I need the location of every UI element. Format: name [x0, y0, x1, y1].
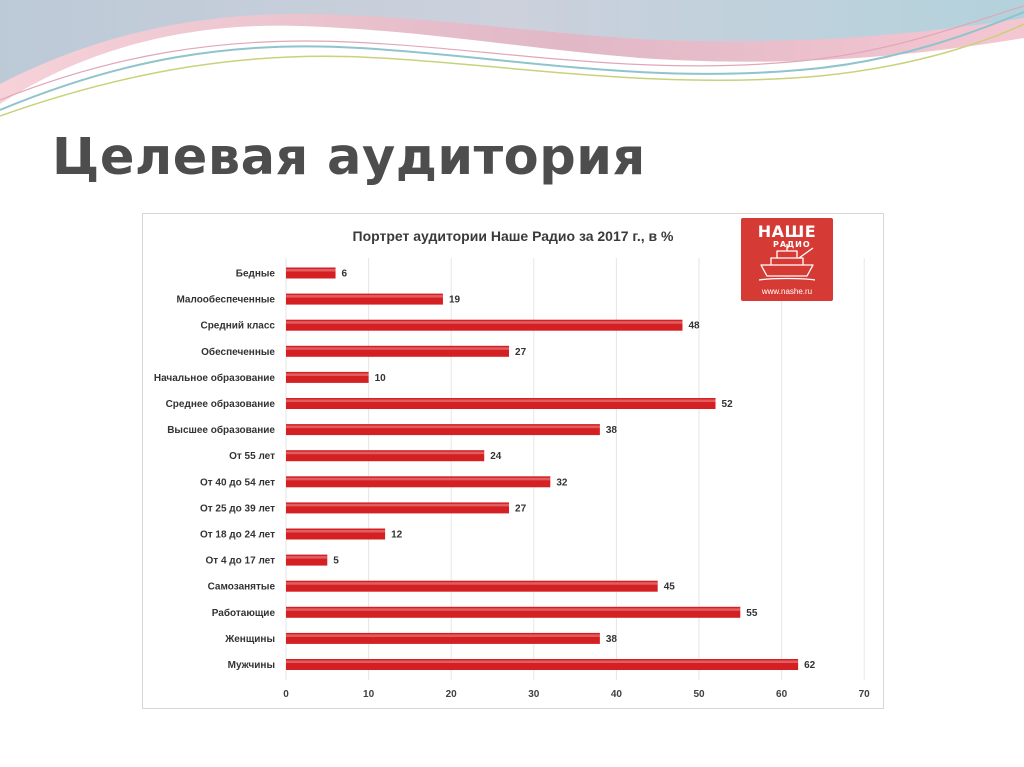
bar-highlight	[286, 556, 328, 559]
data-label: 38	[606, 634, 618, 645]
bar	[286, 632, 600, 644]
bar	[286, 502, 510, 514]
bar	[286, 606, 741, 618]
decorative-wave-header	[0, 0, 1024, 117]
chart-title: Портрет аудитории Наше Радио за 2017 г.,…	[353, 228, 675, 244]
bar-highlight	[286, 582, 658, 585]
data-label: 32	[556, 477, 568, 488]
bars	[286, 267, 799, 670]
x-tick-label: 30	[528, 689, 540, 700]
bar	[286, 267, 336, 279]
category-label: От 4 до 17 лет	[206, 556, 276, 567]
x-tick-label: 50	[693, 689, 705, 700]
bar-highlight	[286, 451, 485, 455]
data-label: 10	[375, 373, 387, 384]
data-label: 5	[333, 556, 339, 567]
bar-highlight	[286, 477, 551, 481]
data-label: 6	[342, 269, 348, 280]
data-label: 38	[606, 425, 618, 436]
category-labels: Бедные Малообеспеченные Средний класс Обесп…	[154, 269, 276, 672]
bar	[286, 476, 551, 488]
bar	[286, 345, 510, 357]
bar-highlight	[286, 347, 510, 350]
category-label: Работающие	[212, 607, 276, 619]
logo-wordmark: НАШЕ	[757, 222, 817, 241]
bar-highlight	[286, 269, 336, 272]
x-tick-label: 70	[859, 689, 871, 700]
category-label: От 55 лет	[229, 451, 275, 462]
slide-title: Целевая аудитория	[52, 128, 646, 187]
x-tick-label: 60	[776, 689, 788, 700]
bar	[286, 659, 799, 670]
bar	[286, 528, 386, 540]
bar-highlight	[286, 373, 369, 376]
data-label: 24	[490, 451, 502, 462]
x-tick-labels: 0 10 20 30 40 50 60 70	[283, 689, 870, 700]
data-label: 45	[664, 582, 676, 593]
chart-panel: Портрет аудитории Наше Радио за 2017 г.,…	[142, 213, 884, 709]
nashe-radio-logo: НАШЕ РАДИО www.nashe.ru	[741, 218, 833, 301]
category-label: Высшее образование	[167, 424, 275, 436]
category-label: Мужчины	[228, 660, 275, 671]
bar	[286, 450, 485, 462]
bar-chart: Портрет аудитории Наше Радио за 2017 г.,…	[154, 228, 870, 700]
bar	[286, 554, 328, 566]
bar	[286, 319, 683, 331]
category-label: От 25 до 39 лет	[200, 503, 275, 514]
bar-highlight	[286, 634, 600, 637]
bar-highlight	[286, 503, 510, 507]
x-tick-label: 10	[363, 689, 375, 700]
data-label: 27	[515, 503, 527, 514]
data-label: 48	[688, 321, 700, 332]
x-tick-label: 20	[446, 689, 458, 700]
data-label: 27	[515, 347, 527, 358]
logo-url: www.nashe.ru	[761, 287, 813, 296]
ship-icon	[758, 244, 816, 281]
bar	[286, 398, 716, 409]
category-label: От 40 до 54 лет	[200, 477, 275, 488]
category-label: Женщины	[224, 634, 275, 645]
category-label: Начальное образование	[154, 372, 276, 384]
category-label: Малообеспеченные	[176, 294, 275, 306]
data-labels: 6 19 48 27 10 52 38 24 32 27 12 5 45 55 38 62	[333, 269, 815, 672]
bar-highlight	[286, 608, 741, 611]
data-label: 62	[804, 660, 816, 671]
bar	[286, 424, 600, 436]
x-tick-label: 40	[611, 689, 623, 700]
bar-highlight	[286, 295, 443, 298]
x-tick-label: 0	[283, 689, 289, 700]
bar-highlight	[286, 660, 799, 663]
data-label: 55	[746, 608, 758, 619]
data-label: 52	[722, 399, 734, 410]
category-label: Обеспеченные	[201, 346, 275, 358]
bar-highlight	[286, 399, 716, 402]
logo-subtitle: РАДИО	[773, 240, 811, 249]
bar	[286, 371, 369, 383]
data-label: 19	[449, 295, 461, 306]
category-label: Бедные	[236, 269, 276, 280]
bar	[286, 293, 443, 305]
category-label: Средний класс	[200, 321, 275, 332]
category-label: Самозанятые	[208, 582, 276, 593]
category-label: От 18 до 24 лет	[200, 530, 275, 541]
bar-highlight	[286, 321, 683, 324]
category-label: Среднее образование	[166, 398, 276, 410]
bar	[286, 580, 658, 592]
bar-highlight	[286, 530, 386, 533]
data-label: 12	[391, 530, 403, 541]
bar-highlight	[286, 425, 600, 429]
